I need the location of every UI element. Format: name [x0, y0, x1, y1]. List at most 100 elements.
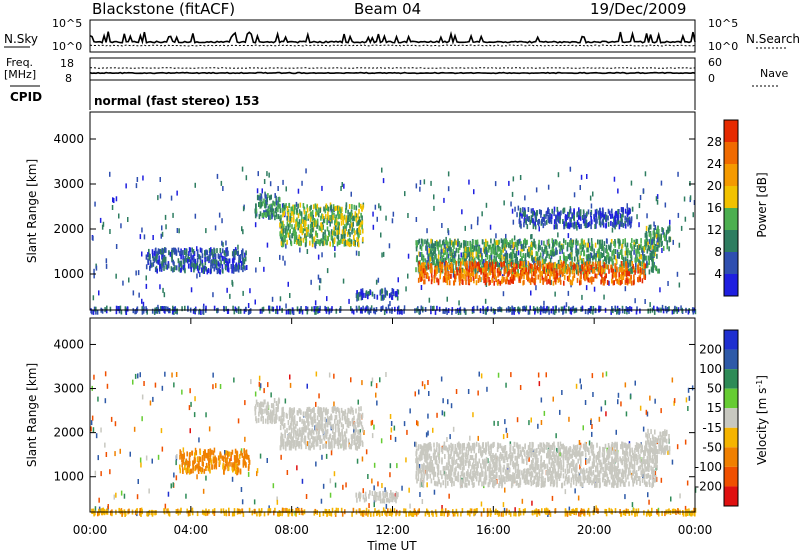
region-cell — [175, 250, 178, 256]
scatter-cell — [440, 376, 443, 382]
scatter-cell — [233, 377, 235, 383]
region-cell — [554, 271, 556, 277]
scatter-cell — [151, 458, 153, 464]
region-cell — [328, 308, 331, 314]
region-cell — [592, 510, 595, 516]
region-cell — [320, 222, 322, 228]
region-cell — [503, 261, 505, 267]
region-cell — [617, 279, 620, 285]
scatter-cell — [580, 174, 583, 180]
scatter-cell — [286, 470, 289, 475]
region-cell — [624, 271, 626, 277]
region-cell — [189, 259, 192, 265]
region-cell — [428, 511, 430, 517]
region-cell — [423, 268, 425, 274]
region-cell — [472, 239, 474, 245]
region-cell — [213, 260, 215, 266]
region-cell — [569, 208, 572, 214]
region-cell — [559, 246, 562, 252]
region-cell — [441, 511, 443, 517]
scatter-cell — [90, 426, 92, 432]
region-cell — [434, 246, 437, 252]
region-cell — [167, 510, 170, 516]
region-cell — [527, 248, 529, 254]
scatter-cell — [96, 309, 99, 315]
region-cell — [438, 261, 440, 267]
region-cell — [419, 309, 421, 315]
scatter-cell — [279, 296, 282, 302]
region-cell — [345, 222, 348, 228]
scatter-cell — [196, 474, 198, 480]
region-cell — [442, 277, 445, 283]
region-cell — [98, 510, 100, 516]
scatter-cell — [266, 242, 269, 248]
region-cell — [642, 264, 645, 270]
scatter-cell — [430, 180, 432, 186]
region-cell — [656, 232, 659, 238]
scatter-cell — [484, 298, 487, 304]
region-cell — [503, 238, 506, 244]
scatter-cell — [254, 391, 257, 397]
region-cell — [305, 221, 307, 227]
region-cell — [309, 211, 312, 217]
region-cell — [653, 236, 655, 242]
region-cell — [635, 238, 638, 244]
region-cell — [340, 507, 343, 513]
region-cell — [121, 511, 123, 517]
region-cell — [548, 243, 551, 249]
region-cell — [355, 213, 358, 219]
region-cell — [435, 253, 437, 259]
region-cell — [342, 219, 345, 225]
region-cell — [628, 216, 631, 222]
region-cell — [470, 266, 472, 272]
region-cell — [578, 224, 581, 230]
region-cell — [163, 258, 166, 264]
scatter-cell — [189, 388, 191, 394]
region-cell — [526, 224, 529, 230]
scatter-cell — [504, 419, 506, 425]
region-cell — [501, 244, 503, 250]
scatter-cell — [315, 461, 317, 467]
region-cell — [625, 217, 628, 223]
region-cell — [625, 278, 628, 283]
region-cell — [179, 454, 181, 460]
region-cell — [519, 278, 522, 284]
scatter-cell — [176, 190, 178, 196]
scatter-cell — [175, 372, 178, 377]
region-cell — [580, 508, 583, 514]
region-cell — [291, 233, 294, 238]
region-cell — [476, 239, 479, 245]
region-cell — [606, 254, 608, 260]
scatter-cell — [659, 287, 661, 293]
region-cell — [187, 263, 190, 269]
region-cell — [300, 240, 302, 246]
region-cell — [171, 256, 173, 262]
region-cell — [423, 262, 425, 268]
region-cell — [315, 230, 317, 236]
region-cell — [599, 305, 602, 311]
region-cell — [591, 265, 594, 271]
y-tick-label: 4000 — [53, 132, 84, 146]
scatter-cell — [213, 447, 216, 453]
region-cell — [607, 252, 609, 258]
region-cell — [602, 245, 604, 251]
scatter-cell — [540, 397, 543, 403]
region-cell — [230, 451, 233, 457]
region-cell — [560, 269, 562, 275]
scatter-cell — [257, 171, 259, 177]
region-cell — [231, 258, 234, 264]
region-cell — [482, 305, 484, 311]
region-cell — [447, 275, 449, 281]
region-cell — [545, 267, 548, 273]
scatter-cell — [342, 484, 344, 490]
region-cell — [603, 267, 605, 273]
region-cell — [469, 264, 471, 270]
region-cell — [233, 251, 236, 257]
region-cell — [592, 276, 595, 282]
region-cell — [262, 306, 265, 312]
region-cell — [479, 308, 482, 314]
region-cell — [499, 246, 501, 252]
scatter-cell — [620, 401, 622, 407]
region-cell — [516, 271, 518, 277]
